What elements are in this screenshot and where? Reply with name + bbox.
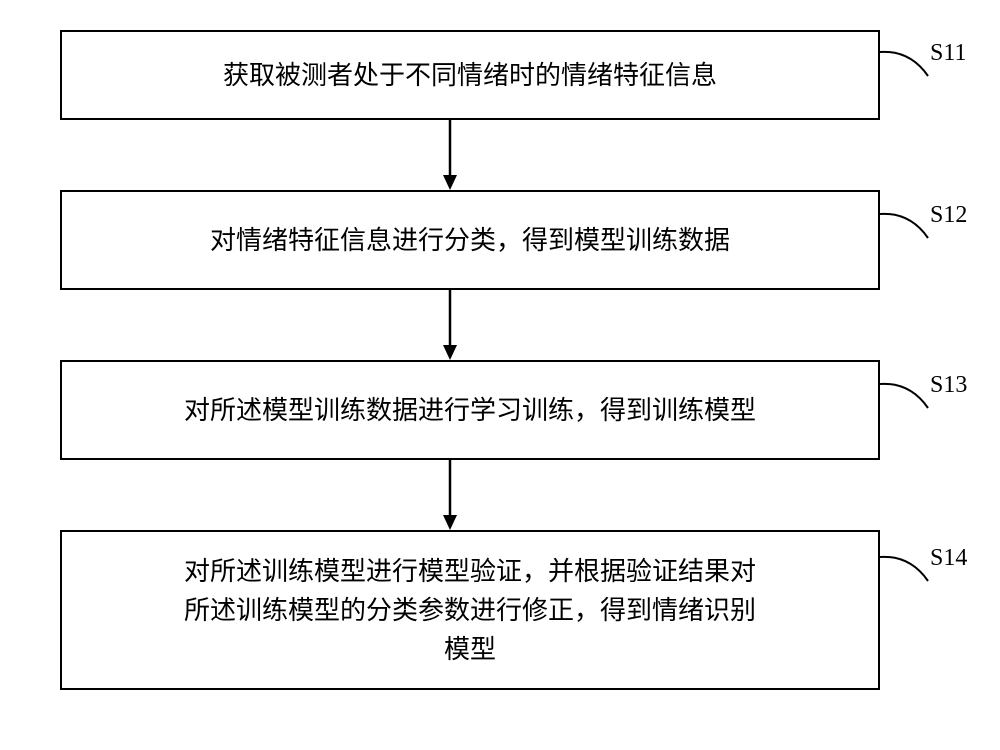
arrow-s11-s12 — [440, 120, 460, 190]
step-text-s11: 获取被测者处于不同情绪时的情绪特征信息 — [223, 56, 717, 95]
step-box-s11: 获取被测者处于不同情绪时的情绪特征信息 — [60, 30, 880, 120]
step-box-s14: 对所述训练模型进行模型验证，并根据验证结果对 所述训练模型的分类参数进行修正，得… — [60, 530, 880, 690]
step-text-s13: 对所述模型训练数据进行学习训练，得到训练模型 — [184, 391, 756, 430]
step-text-s14: 对所述训练模型进行模型验证，并根据验证结果对 所述训练模型的分类参数进行修正，得… — [184, 552, 756, 669]
flowchart-container: 获取被测者处于不同情绪时的情绪特征信息 S11 对情绪特征信息进行分类，得到模型… — [0, 0, 1000, 750]
step-text-s12: 对情绪特征信息进行分类，得到模型训练数据 — [210, 221, 730, 260]
step-box-s13: 对所述模型训练数据进行学习训练，得到训练模型 — [60, 360, 880, 460]
step-label-s13: S13 — [930, 372, 967, 399]
step-box-s12: 对情绪特征信息进行分类，得到模型训练数据 — [60, 190, 880, 290]
arrow-s13-s14 — [440, 460, 460, 530]
step-label-s14: S14 — [930, 545, 967, 572]
arrow-s12-s13 — [440, 290, 460, 360]
step-label-s11: S11 — [930, 40, 966, 67]
step-label-s12: S12 — [930, 202, 967, 229]
